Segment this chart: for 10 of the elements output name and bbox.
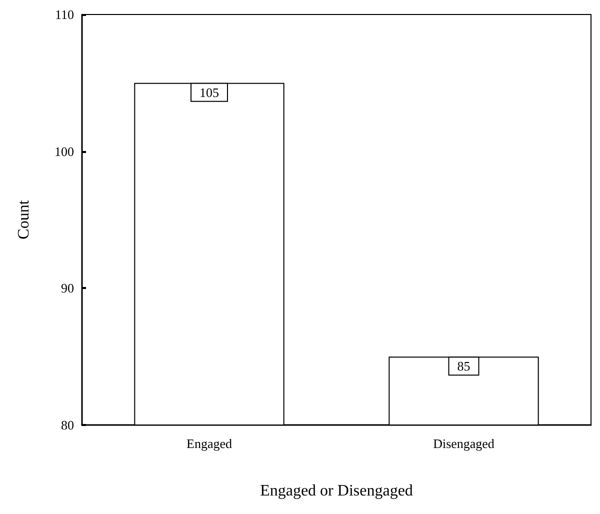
x-tick-label: Disengaged [433,436,495,451]
y-tick-label: 100 [54,144,74,159]
y-tick-label: 90 [61,280,74,296]
data-label: 85 [457,358,470,374]
y-tick-label: 80 [61,418,74,432]
y-axis-title: Count [16,200,32,240]
x-tick-label: Engaged [186,436,232,451]
x-axis-title: Engaged or Disengaged [260,482,413,500]
data-label: 105 [200,84,219,100]
y-tick-label: 110 [54,7,74,22]
